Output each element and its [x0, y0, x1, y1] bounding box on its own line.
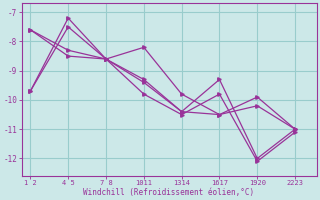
X-axis label: Windchill (Refroidissement éolien,°C): Windchill (Refroidissement éolien,°C) [84, 188, 255, 197]
